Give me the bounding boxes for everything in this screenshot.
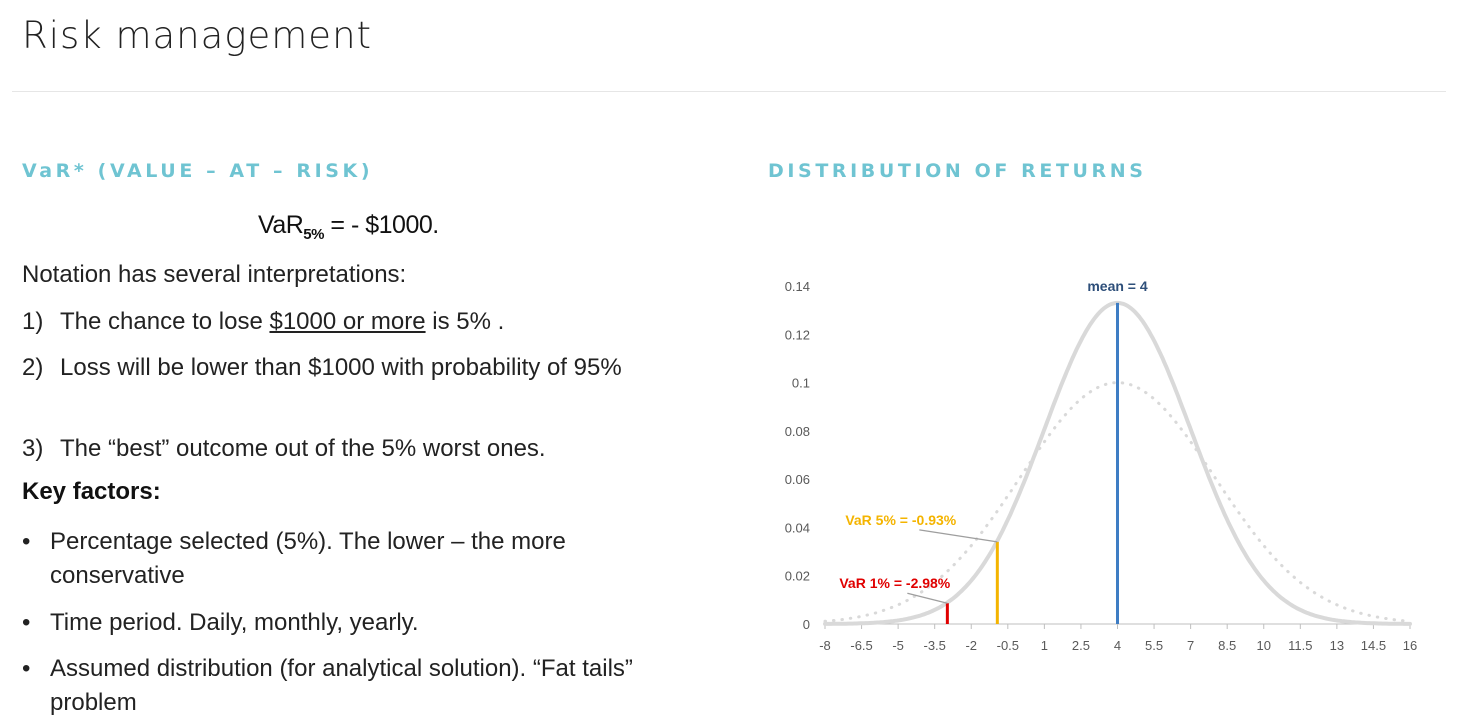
formula-rest: = - $1000. xyxy=(323,211,439,239)
factor-item: • Assumed distribution (for analytical s… xyxy=(22,652,662,720)
x-tick-label: 10 xyxy=(1257,638,1271,653)
x-tick-label: 8.5 xyxy=(1218,638,1236,653)
key-factors-label: Key factors: xyxy=(22,478,161,505)
y-tick-label: 0 xyxy=(803,617,810,632)
interpretation-item: 1) The chance to lose $1000 or more is 5… xyxy=(22,305,662,339)
var5-label: VaR 5% = -0.93% xyxy=(845,512,956,528)
formula-prefix: VaR xyxy=(258,211,304,239)
item-marker: 1) xyxy=(22,308,44,335)
interpretation-item: 3) The “best” outcome out of the 5% wors… xyxy=(22,432,662,466)
bullet: • xyxy=(22,655,31,682)
distribution-section-heading: DISTRIBUTION OF RETURNS xyxy=(768,160,1147,182)
item-marker: 2) xyxy=(22,354,44,381)
fat-tail-curve xyxy=(823,381,1412,623)
x-tick-label: -2 xyxy=(965,638,977,653)
factor-text: Percentage selected (5%). The lower – th… xyxy=(50,528,566,589)
x-tick-label: 4 xyxy=(1114,638,1121,653)
x-tick-label: 1 xyxy=(1041,638,1048,653)
item-text-part: The chance to lose xyxy=(60,308,270,335)
var1-leader xyxy=(907,592,948,604)
x-tick-label: -0.5 xyxy=(997,638,1019,653)
x-tick-label: -3.5 xyxy=(923,638,945,653)
interpretation-item: 2) Loss will be lower than $1000 with pr… xyxy=(22,351,662,385)
x-tick-label: 7 xyxy=(1187,638,1194,653)
formula-subscript: 5% xyxy=(303,226,324,243)
y-tick-label: 0.12 xyxy=(785,327,810,342)
var-section-heading: VaR* (VALUE – AT – RISK) xyxy=(22,160,374,182)
y-tick-label: 0.04 xyxy=(785,520,810,535)
x-tick-label: -5 xyxy=(892,638,904,653)
var-formula: VaR5% = - $1000. xyxy=(258,211,439,243)
factor-text: Time period. Daily, monthly, yearly. xyxy=(50,609,419,636)
title-divider xyxy=(12,91,1446,92)
item-text: The “best” outcome out of the 5% worst o… xyxy=(60,435,546,462)
bullet: • xyxy=(22,528,31,555)
var1-label: VaR 1% = -2.98% xyxy=(839,575,950,591)
item-text: The chance to lose $1000 or more is 5% . xyxy=(60,305,662,339)
bullet: • xyxy=(22,609,31,636)
x-tick-label: 11.5 xyxy=(1288,638,1312,653)
y-tick-label: 0.14 xyxy=(785,279,810,294)
item-marker: 3) xyxy=(22,435,44,462)
underlined-amount: $1000 or more xyxy=(269,308,426,335)
x-tick-label: 13 xyxy=(1330,638,1344,653)
factor-item: • Percentage selected (5%). The lower – … xyxy=(22,525,662,593)
mean-label: mean = 4 xyxy=(1087,278,1148,294)
y-tick-label: 0.08 xyxy=(785,424,810,439)
item-text: Loss will be lower than $1000 with proba… xyxy=(60,354,622,381)
normal-curve xyxy=(823,300,1412,626)
intro-text: Notation has several interpretations: xyxy=(22,261,407,288)
x-tick-label: 5.5 xyxy=(1145,638,1163,653)
y-tick-label: 0.02 xyxy=(785,569,810,584)
page-title: Risk management xyxy=(22,14,373,57)
y-tick-label: 0.06 xyxy=(785,472,810,487)
x-tick-label: -8 xyxy=(819,638,831,653)
factor-text: Assumed distribution (for analytical sol… xyxy=(50,655,633,716)
var5-leader xyxy=(919,529,998,543)
x-tick-label: -6.5 xyxy=(850,638,872,653)
y-tick-label: 0.1 xyxy=(792,376,810,391)
x-tick-label: 14.5 xyxy=(1361,638,1386,653)
factor-item: • Time period. Daily, monthly, yearly. xyxy=(22,606,662,640)
x-tick-label: 2.5 xyxy=(1072,638,1090,653)
item-text-part: is 5% . xyxy=(425,308,505,335)
distribution-chart: 0 0.02 0.04 0.06 0.08 0.1 0.12 0.14 -8 -6.5 -5 -3.5… xyxy=(785,278,1418,653)
x-tick-label: 16 xyxy=(1403,638,1417,653)
